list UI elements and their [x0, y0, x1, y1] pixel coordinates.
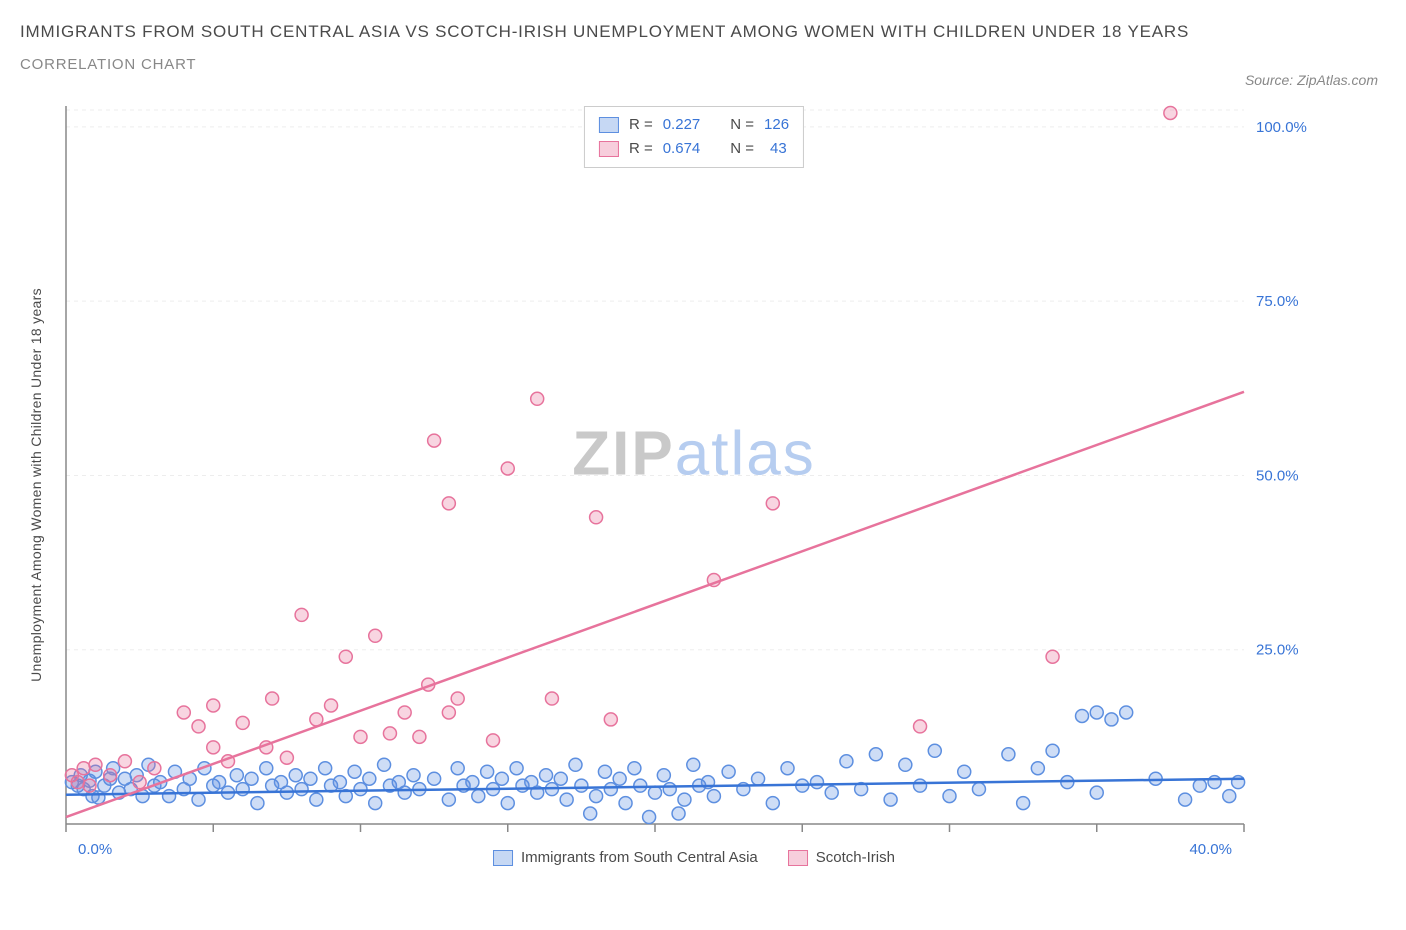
chart-header: IMMIGRANTS FROM SOUTH CENTRAL ASIA VS SC…	[0, 0, 1406, 73]
swatch-blue-icon	[599, 117, 619, 133]
legend-row-blue: R = 0.227 N = 126	[599, 113, 789, 137]
svg-text:100.0%: 100.0%	[1256, 119, 1307, 136]
y-axis-title: Unemployment Among Women with Children U…	[28, 288, 44, 682]
swatch-pink-icon	[788, 850, 808, 866]
chart-subtitle: CORRELATION CHART	[20, 56, 1386, 73]
legend-row-pink: R = 0.674 N = 43	[599, 137, 789, 161]
svg-text:40.0%: 40.0%	[1189, 841, 1232, 858]
scatter-plot-svg: 0.0% 40.0% 25.0% 50.0% 75.0% 100.0%	[64, 100, 1324, 870]
chart-title: IMMIGRANTS FROM SOUTH CENTRAL ASIA VS SC…	[20, 22, 1386, 42]
chart-area: Unemployment Among Women with Children U…	[54, 100, 1384, 870]
source-attribution: Source: ZipAtlas.com	[1245, 72, 1378, 88]
series-legend: Immigrants from South Central Asia Scotc…	[493, 849, 895, 866]
svg-text:0.0%: 0.0%	[78, 841, 112, 858]
legend-item-blue: Immigrants from South Central Asia	[493, 849, 758, 866]
legend-item-pink: Scotch-Irish	[788, 849, 895, 866]
swatch-pink-icon	[599, 141, 619, 157]
plot-region: 0.0% 40.0% 25.0% 50.0% 75.0% 100.0% R = 0.227…	[64, 100, 1324, 870]
svg-text:25.0%: 25.0%	[1256, 642, 1299, 659]
correlation-legend: R = 0.227 N = 126 R = 0.674 N = 43	[584, 106, 804, 168]
swatch-blue-icon	[493, 850, 513, 866]
svg-text:75.0%: 75.0%	[1256, 293, 1299, 310]
svg-text:50.0%: 50.0%	[1256, 467, 1299, 484]
